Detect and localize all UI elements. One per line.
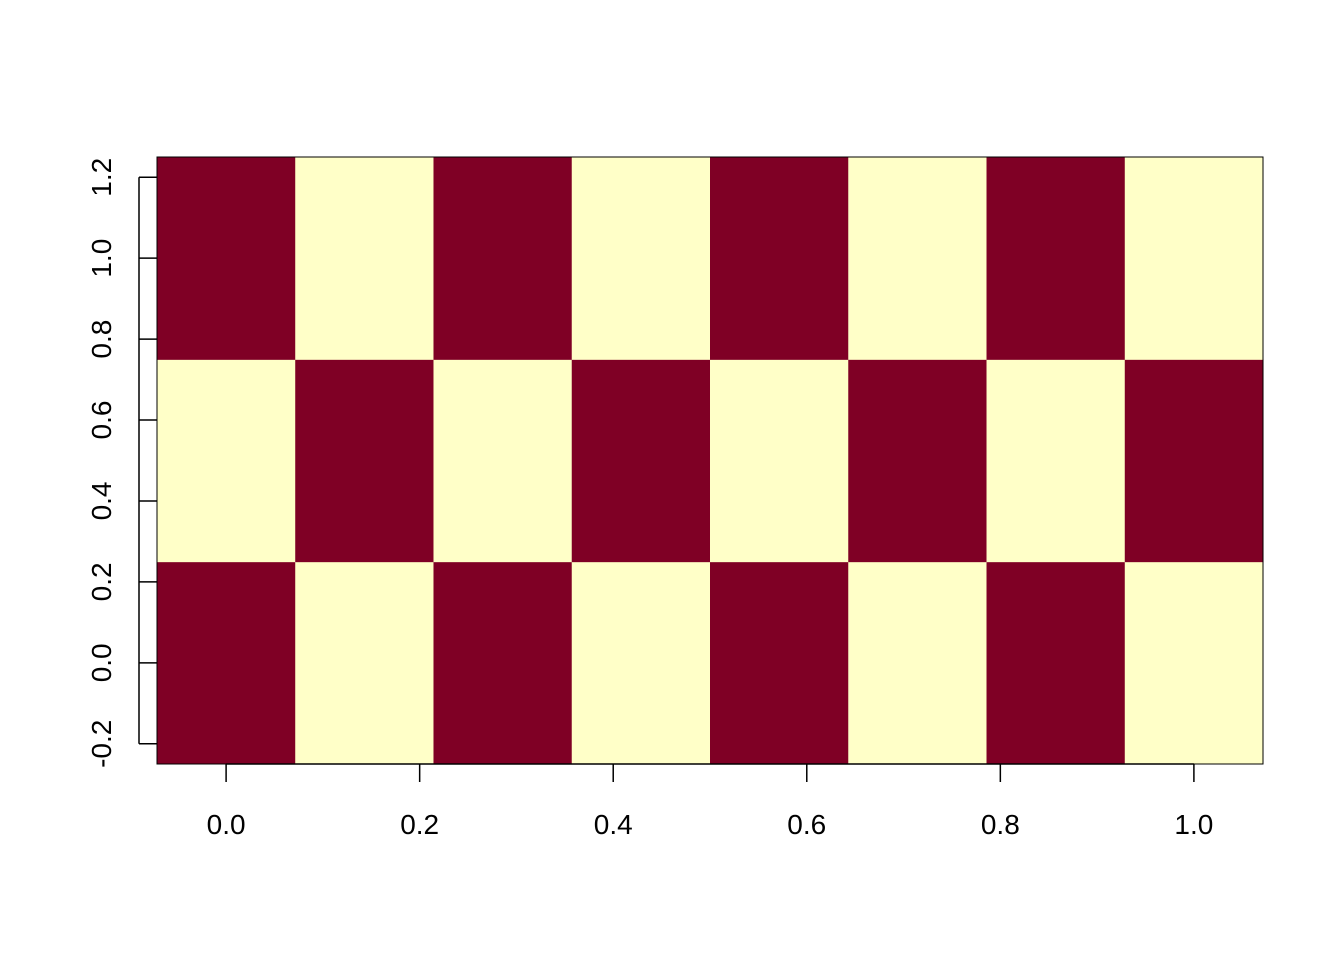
- heatmap-cell: [1124, 157, 1264, 360]
- heatmap-cell: [295, 359, 434, 563]
- heatmap-cell: [986, 359, 1126, 563]
- y-tick-label: 0.0: [86, 643, 117, 682]
- heatmap-cell: [571, 157, 711, 360]
- heatmap-cell: [433, 157, 573, 360]
- x-tick-label: 1.0: [1174, 809, 1213, 840]
- heatmap-cell: [156, 157, 296, 360]
- heatmap-cell: [433, 561, 573, 765]
- y-tick-label: 0.6: [86, 401, 117, 440]
- heatmap-cell: [1124, 359, 1264, 563]
- heatmap-cell: [710, 561, 849, 765]
- y-tick-label: 0.2: [86, 562, 117, 601]
- heatmap-cells: [156, 157, 1264, 765]
- heatmap-cell: [156, 359, 296, 563]
- x-tick-label: 0.6: [787, 809, 826, 840]
- heatmap-cell: [848, 561, 988, 765]
- heatmap-cell: [295, 561, 434, 765]
- heatmap-cell: [295, 157, 434, 360]
- heatmap-cell: [571, 359, 711, 563]
- x-axis: 0.0 0.2 0.4 0.6 0.8 1.0: [207, 763, 1213, 840]
- heatmap-cell: [571, 561, 711, 765]
- heatmap-cell: [848, 157, 988, 360]
- y-tick-label: 1.0: [86, 239, 117, 278]
- heatmap-cell: [848, 359, 988, 563]
- heatmap-cell: [986, 157, 1126, 360]
- x-tick-label: 0.4: [594, 809, 633, 840]
- x-tick-label: 0.2: [400, 809, 439, 840]
- x-tick-label: 0.8: [981, 809, 1020, 840]
- y-axis: -0.2 0.0 0.2 0.4 0.6 0.8 1.0 1.2: [86, 158, 157, 768]
- y-tick-label: 0.8: [86, 320, 117, 359]
- heatmap-cell: [1124, 561, 1264, 765]
- heatmap-cell: [433, 359, 573, 563]
- y-tick-label: 1.2: [86, 158, 117, 197]
- heatmap-cell: [986, 561, 1126, 765]
- y-tick-label: 0.4: [86, 481, 117, 520]
- heatmap-cell: [710, 157, 849, 360]
- x-tick-label: 0.0: [207, 809, 246, 840]
- heatmap-cell: [156, 561, 296, 765]
- y-tick-label: -0.2: [86, 720, 117, 768]
- heatmap-cell: [710, 359, 849, 563]
